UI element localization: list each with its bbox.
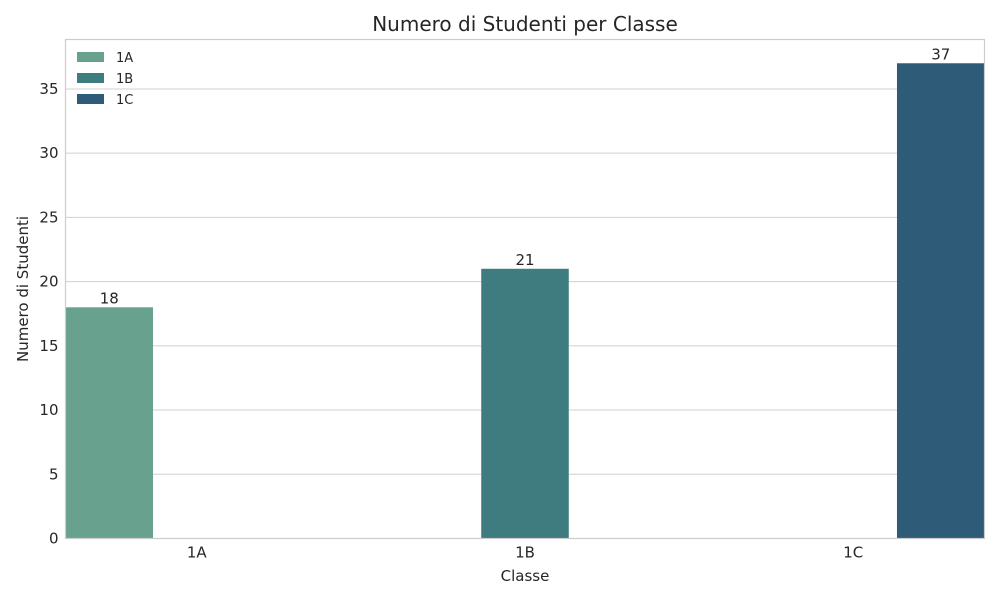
bar-1b	[481, 268, 569, 539]
y-tick-label: 20	[39, 273, 58, 291]
legend-swatch	[77, 94, 104, 104]
x-tick-label: 1B	[515, 544, 535, 562]
bar-1c	[896, 63, 985, 539]
y-tick-label: 30	[39, 144, 58, 162]
bars	[65, 63, 985, 539]
data-labels: 18 21 37	[100, 45, 951, 307]
data-label: 21	[515, 251, 534, 269]
y-tick-label: 35	[39, 80, 58, 98]
x-tick-label: 1A	[187, 544, 208, 562]
y-tick-label: 15	[39, 337, 58, 355]
data-label: 37	[931, 45, 950, 63]
y-tick-label: 10	[39, 401, 58, 419]
x-tick-label: 1C	[843, 544, 863, 562]
y-tick-label: 0	[49, 530, 59, 548]
y-tick-label: 25	[39, 208, 58, 226]
x-tick-labels: 1A 1B 1C	[187, 544, 863, 562]
bar-1a	[65, 307, 154, 539]
legend-label: 1B	[116, 72, 133, 87]
legend-label: 1C	[116, 93, 133, 108]
legend-swatch	[77, 52, 104, 62]
legend-swatch	[77, 73, 104, 83]
y-tick-label: 5	[49, 465, 59, 483]
data-label: 18	[100, 289, 119, 307]
plot-frame	[64, 38, 986, 540]
chart-title: Numero di Studenti per Classe	[372, 12, 678, 36]
y-tick-labels: 0 5 10 15 20 25 30 35	[39, 80, 58, 548]
legend: 1A 1B 1C	[77, 51, 133, 108]
legend-label: 1A	[116, 51, 133, 66]
y-axis-label: Numero di Studenti	[14, 216, 32, 362]
x-axis-label: Classe	[501, 567, 550, 585]
